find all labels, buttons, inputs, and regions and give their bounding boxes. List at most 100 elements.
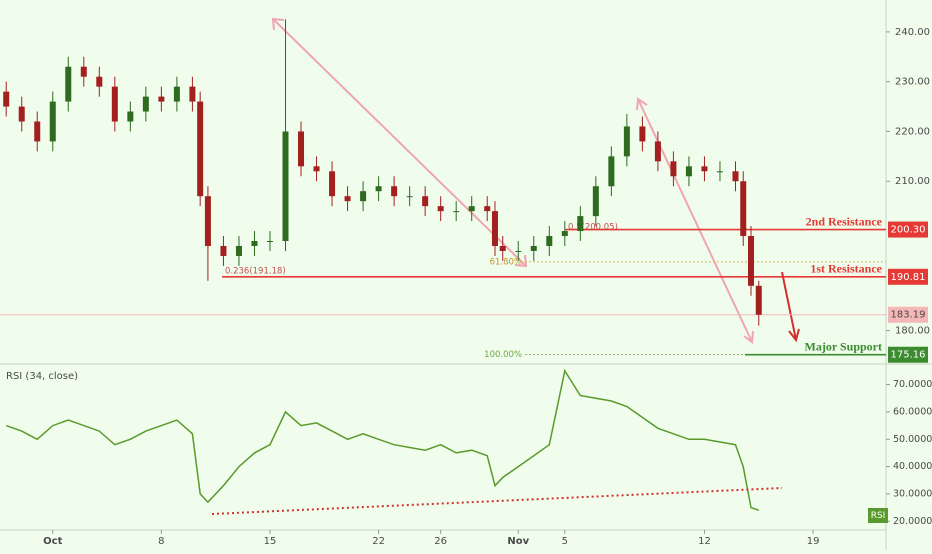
rsi-tick-label: 70.0000 <box>893 379 932 390</box>
candle-body <box>468 206 475 212</box>
candle-body <box>561 231 568 237</box>
x-tick-label: 12 <box>698 536 711 547</box>
candle-body <box>546 236 553 246</box>
trend-arrow <box>637 98 753 343</box>
x-tick-label: 5 <box>562 536 568 547</box>
candle-body <box>34 121 41 142</box>
level-tag-label: 175.16 <box>891 350 926 361</box>
arrow-head <box>636 97 648 111</box>
rsi-tag <box>868 508 888 523</box>
candle-body <box>701 166 708 172</box>
candle-body <box>80 66 87 77</box>
candle-body <box>375 186 382 192</box>
candle-body <box>391 186 398 197</box>
rsi-tick-label: 40.0000 <box>893 461 932 472</box>
x-tick-label: 15 <box>264 536 277 547</box>
candle-body <box>189 86 196 102</box>
arrow-head <box>514 254 528 268</box>
candle-body <box>142 96 149 112</box>
level-tag <box>888 268 928 285</box>
level-name: 1st Resistance <box>810 262 882 276</box>
trend-arrow <box>272 18 527 267</box>
y-tick-label: 210.00 <box>895 176 930 187</box>
fib-label: 61.80% <box>490 257 522 267</box>
candle-body <box>755 285 762 315</box>
level-tag-label: 200.30 <box>891 225 926 236</box>
level-tag <box>888 221 928 238</box>
candle-body <box>623 126 630 157</box>
candle-body <box>484 206 491 212</box>
drawings <box>271 17 754 344</box>
candle-body <box>639 126 646 142</box>
candle-body <box>127 111 134 122</box>
y-tick-label: 230.00 <box>895 77 930 88</box>
candle-body <box>740 181 747 237</box>
rsi-line <box>5 368 760 512</box>
rsi-title: RSI (34, close) <box>6 371 78 382</box>
candle-body <box>670 161 677 177</box>
candle-body <box>530 245 537 251</box>
x-tick-label: 22 <box>372 536 385 547</box>
candle-body <box>685 166 692 177</box>
candle-body <box>748 236 755 286</box>
x-tick-label: Nov <box>507 536 529 547</box>
candle-body <box>235 245 242 256</box>
target-arrow <box>781 271 800 343</box>
candle-body <box>282 131 289 242</box>
candle-body <box>298 131 305 167</box>
rsi-trendline <box>211 487 783 515</box>
candle-body <box>515 250 522 252</box>
fib-label: 0.5(200.05) <box>568 222 618 232</box>
candles <box>3 19 762 326</box>
rsi-tick-label: 20.0000 <box>893 516 932 527</box>
arrow-shaft <box>781 271 797 341</box>
y-tick-label: 180.00 <box>895 326 930 337</box>
candle-body <box>197 101 204 197</box>
candle-body <box>313 166 320 172</box>
rsi-tick-label: 60.0000 <box>893 406 932 417</box>
candle-body <box>266 241 273 243</box>
candle-body <box>453 211 460 213</box>
level-tag-label: 190.81 <box>891 272 926 283</box>
arrow-head <box>743 330 754 344</box>
candle-body <box>422 196 429 207</box>
candle-body <box>716 171 723 173</box>
candle-body <box>65 66 72 102</box>
arrow-head <box>271 17 285 31</box>
candle-body <box>158 96 165 102</box>
last-price-tag <box>888 306 928 323</box>
level-name: Major Support <box>805 339 882 353</box>
candle-body <box>344 196 351 202</box>
candle-body <box>499 245 506 251</box>
candle-body <box>592 186 599 217</box>
last-price-label: 183.19 <box>891 310 926 321</box>
y-tick-label: 220.00 <box>895 126 930 137</box>
candle-body <box>360 191 367 202</box>
candle-body <box>18 106 25 122</box>
candle-body <box>3 91 10 107</box>
candle-body <box>204 196 211 246</box>
candle-body <box>173 86 180 102</box>
fib-label: 0.236(191.18) <box>225 266 286 276</box>
candle-body <box>732 171 739 182</box>
candle-body <box>654 141 661 162</box>
candle-body <box>220 245 227 256</box>
candle-body <box>491 211 498 246</box>
level-tag <box>888 346 928 363</box>
x-tick-label: 8 <box>158 536 164 547</box>
rsi-tick-label: 50.0000 <box>893 434 932 445</box>
candle-body <box>577 216 584 232</box>
candle-body <box>437 206 444 212</box>
level-name: 2nd Resistance <box>806 214 883 228</box>
candle-body <box>406 196 413 198</box>
y-tick-label: 240.00 <box>895 27 930 38</box>
candle-body <box>329 171 336 197</box>
x-tick-label: Oct <box>43 536 62 547</box>
candle-body <box>96 76 103 87</box>
candle-body <box>608 156 615 187</box>
arrow-head <box>788 328 800 343</box>
rsi-tick-label: 30.0000 <box>893 488 932 499</box>
candle-body <box>49 101 56 142</box>
